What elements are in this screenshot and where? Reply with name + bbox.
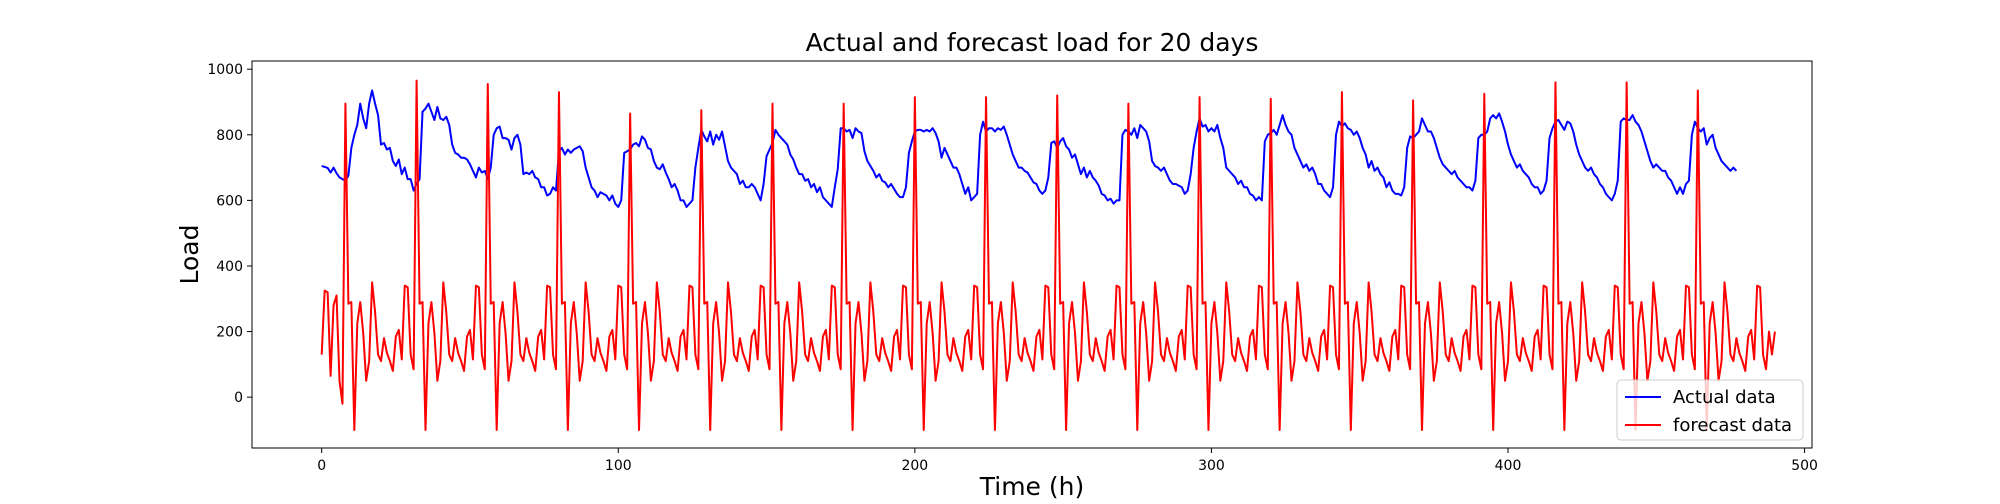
y-tick-label: 1000 xyxy=(207,62,243,78)
y-tick-label: 0 xyxy=(234,390,243,406)
x-tick-label: 100 xyxy=(605,458,632,474)
legend-label-forecast: forecast data xyxy=(1673,415,1792,436)
legend-label-actual: Actual data xyxy=(1673,387,1776,408)
plot-area xyxy=(252,61,1812,448)
x-tick-label: 300 xyxy=(1198,458,1225,474)
x-tick-label: 400 xyxy=(1495,458,1522,474)
y-tick-label: 200 xyxy=(216,325,243,341)
series-line-forecast xyxy=(320,79,1776,431)
x-tick-label: 0 xyxy=(317,458,326,474)
y-tick-label: 600 xyxy=(216,193,243,209)
series-layer xyxy=(320,79,1776,431)
y-axis-label: Load xyxy=(175,225,204,285)
legend: Actual data forecast data xyxy=(1616,379,1804,441)
x-axis-label: Time (h) xyxy=(979,472,1084,500)
x-axis: 0 100 200 300 400 500 xyxy=(317,448,1818,474)
y-axis: 0 200 400 600 800 1000 xyxy=(207,62,252,406)
y-tick-label: 800 xyxy=(216,128,243,144)
chart-title: Actual and forecast load for 20 days xyxy=(806,28,1259,57)
plot-frame xyxy=(251,60,1813,449)
legend-box xyxy=(1616,379,1804,441)
x-tick-label: 200 xyxy=(901,458,928,474)
y-tick-label: 400 xyxy=(216,259,243,275)
x-tick-label: 500 xyxy=(1791,458,1818,474)
